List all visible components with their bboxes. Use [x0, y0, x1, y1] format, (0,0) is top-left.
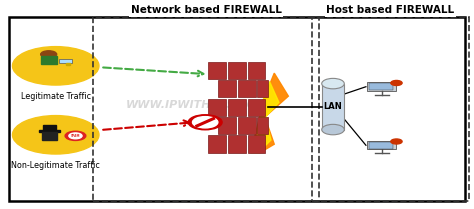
FancyBboxPatch shape [367, 82, 396, 91]
FancyBboxPatch shape [228, 99, 246, 116]
FancyBboxPatch shape [228, 135, 246, 153]
Circle shape [12, 116, 99, 154]
Ellipse shape [322, 78, 344, 89]
FancyBboxPatch shape [238, 80, 255, 97]
FancyBboxPatch shape [238, 117, 255, 134]
FancyBboxPatch shape [42, 132, 57, 140]
Polygon shape [251, 73, 288, 153]
FancyBboxPatch shape [228, 62, 246, 79]
Circle shape [192, 117, 218, 128]
FancyBboxPatch shape [209, 135, 226, 153]
Circle shape [65, 131, 86, 140]
FancyBboxPatch shape [218, 80, 236, 97]
FancyBboxPatch shape [218, 117, 236, 134]
Circle shape [188, 115, 222, 130]
Text: Network based FIREWALL: Network based FIREWALL [131, 5, 282, 15]
FancyBboxPatch shape [41, 56, 57, 64]
Polygon shape [255, 82, 279, 148]
Circle shape [69, 133, 82, 139]
FancyBboxPatch shape [247, 99, 265, 116]
FancyBboxPatch shape [39, 130, 60, 132]
Ellipse shape [322, 124, 344, 135]
FancyBboxPatch shape [59, 59, 72, 63]
FancyBboxPatch shape [9, 17, 465, 201]
Circle shape [12, 47, 99, 85]
Text: LAN: LAN [324, 102, 342, 111]
Text: Legitimate Traffic: Legitimate Traffic [21, 92, 91, 101]
FancyBboxPatch shape [322, 84, 344, 130]
Circle shape [391, 80, 402, 85]
FancyBboxPatch shape [369, 83, 392, 90]
Text: WWW.IPWITHEASE.COM: WWW.IPWITHEASE.COM [126, 99, 277, 110]
FancyBboxPatch shape [369, 142, 392, 149]
Circle shape [41, 51, 57, 58]
FancyBboxPatch shape [43, 125, 56, 130]
FancyBboxPatch shape [209, 62, 226, 79]
Text: Non-Legitimate Traffic: Non-Legitimate Traffic [11, 161, 100, 170]
FancyBboxPatch shape [257, 117, 268, 134]
FancyBboxPatch shape [247, 62, 265, 79]
Text: SPAM: SPAM [71, 134, 80, 138]
FancyBboxPatch shape [247, 135, 265, 153]
Circle shape [391, 139, 402, 144]
FancyBboxPatch shape [367, 141, 396, 149]
FancyBboxPatch shape [65, 63, 70, 65]
FancyBboxPatch shape [257, 80, 268, 97]
Text: Host based FIREWALL: Host based FIREWALL [326, 5, 455, 15]
FancyBboxPatch shape [209, 99, 226, 116]
